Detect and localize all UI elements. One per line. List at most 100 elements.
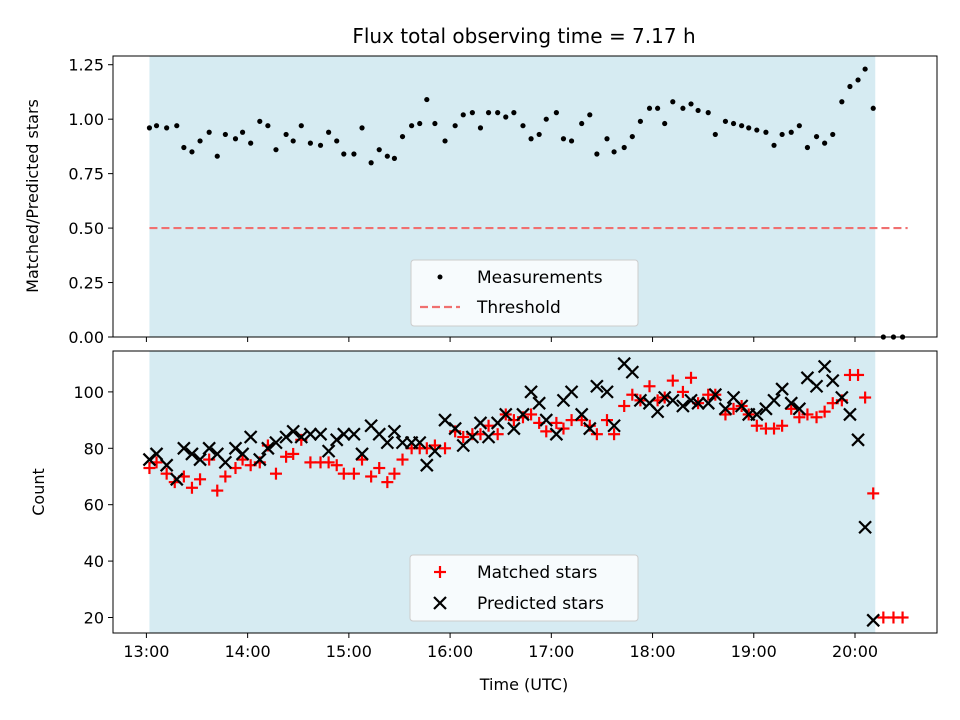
predicted-star-point xyxy=(169,472,184,487)
matched-star-point xyxy=(676,385,689,398)
matched-star-point xyxy=(768,422,781,435)
matched-star-point xyxy=(185,481,198,494)
measurement-point xyxy=(399,133,406,140)
predicted-star-point xyxy=(792,402,807,416)
measurement-point xyxy=(181,144,187,151)
measurement-point xyxy=(662,120,668,127)
measurement-point xyxy=(688,101,694,107)
matched-star-point xyxy=(859,391,872,404)
matched-star-point xyxy=(269,467,282,480)
measurement-point xyxy=(568,138,575,144)
measurement-point xyxy=(763,129,769,135)
matched-star-point xyxy=(396,453,409,466)
predicted-star-point xyxy=(438,413,452,427)
measurement-point xyxy=(432,120,438,127)
predicted-star-point xyxy=(412,435,427,450)
top-panel: 0.00 0.25 0.50 0.75 1.00 1.25 Matched/Predict… xyxy=(23,55,938,347)
bottom-x-ticks: 13:00 14:00 15:00 16:00 17:00 18:00 19:00 20:00 xyxy=(123,633,878,661)
matched-star-point xyxy=(322,456,335,469)
bottom-panel: 20 40 60 80 100 13:00 14:00 15:00 16:00 17:00 18:… xyxy=(29,350,938,694)
measurement-point xyxy=(604,136,610,142)
predicted-star-point xyxy=(676,399,690,413)
matched-star-point xyxy=(280,450,293,463)
predicted-star-point xyxy=(218,455,233,470)
matched-star-point xyxy=(590,428,603,441)
predicted-star-point xyxy=(843,407,857,422)
measurement-point xyxy=(862,66,868,72)
matched-star-point xyxy=(304,456,317,469)
measurement-point xyxy=(804,144,811,151)
matched-star-point xyxy=(356,453,369,466)
y-tick-label: 1.00 xyxy=(68,110,104,129)
measurement-point xyxy=(511,110,517,116)
predicted-star-point xyxy=(767,393,781,408)
measurement-point xyxy=(174,123,180,129)
predicted-star-point xyxy=(625,365,640,379)
measurement-point xyxy=(265,123,271,129)
predicted-star-point xyxy=(149,447,164,461)
top-legend: Measurements Threshold xyxy=(410,259,639,327)
predicted-star-point xyxy=(607,418,621,433)
predicted-star-point xyxy=(159,458,174,472)
matched-star-point xyxy=(550,416,563,429)
measurement-point xyxy=(460,112,466,118)
predicted-star-point xyxy=(574,407,589,422)
measurement-point xyxy=(283,131,289,138)
measurement-point xyxy=(712,131,718,138)
top-y-axis-label: Matched/Predicted stars xyxy=(23,99,42,293)
measurement-point xyxy=(553,110,559,116)
measurement-point xyxy=(384,153,390,159)
predicted-star-point xyxy=(243,430,258,444)
x-tick-label: 16:00 xyxy=(427,642,473,661)
matched-star-point xyxy=(143,462,156,475)
measurement-point xyxy=(621,144,627,151)
matched-star-point xyxy=(194,473,207,486)
measurement-point xyxy=(788,129,794,135)
matched-star-point xyxy=(525,408,538,421)
matched-star-point xyxy=(381,476,394,489)
measurement-point xyxy=(646,105,653,111)
measurement-point xyxy=(469,110,475,116)
predicted-star-point xyxy=(835,390,849,405)
measurements-points xyxy=(146,66,906,340)
x-tick-label: 18:00 xyxy=(629,642,675,661)
top-x-ticks xyxy=(145,337,856,342)
measurement-point xyxy=(637,118,644,124)
legend-label-predicted-stars: Predicted stars xyxy=(477,594,604,614)
predicted-star-point xyxy=(355,447,369,461)
measurement-point xyxy=(257,118,263,124)
matched-star-point xyxy=(776,419,789,432)
predicted-star-point xyxy=(286,424,300,439)
matched-star-point xyxy=(877,611,890,624)
predicted-star-point xyxy=(858,520,872,535)
measurement-point xyxy=(197,138,203,144)
measurement-point xyxy=(528,136,534,142)
measurement-point xyxy=(779,131,785,138)
measurement-point xyxy=(695,107,701,114)
measurement-point xyxy=(746,125,752,131)
matched-star-point xyxy=(439,442,452,455)
measurement-point xyxy=(536,131,542,138)
measurement-point xyxy=(189,149,195,155)
x-tick-label: 14:00 xyxy=(225,642,271,661)
matched-star-point xyxy=(330,459,343,472)
predicted-star-point xyxy=(337,427,351,441)
matched-star-point xyxy=(388,467,401,480)
measurement-point xyxy=(290,138,296,144)
measurement-point xyxy=(248,140,254,146)
predicted-star-point xyxy=(321,444,336,458)
matched-star-point xyxy=(896,611,909,624)
measurement-point xyxy=(847,83,853,90)
predicted-star-point xyxy=(498,407,513,422)
measurement-point xyxy=(771,142,777,148)
predicted-star-point xyxy=(539,413,554,427)
measurement-point xyxy=(754,127,760,133)
matched-star-point xyxy=(287,447,300,460)
predicted-star-point xyxy=(684,393,698,408)
matched-star-point xyxy=(211,484,224,497)
predicted-star-point xyxy=(750,407,764,422)
matched-star-point xyxy=(219,470,232,483)
measurement-point xyxy=(730,120,737,127)
matched-star-point xyxy=(818,405,831,418)
predicted-star-point xyxy=(387,424,402,439)
